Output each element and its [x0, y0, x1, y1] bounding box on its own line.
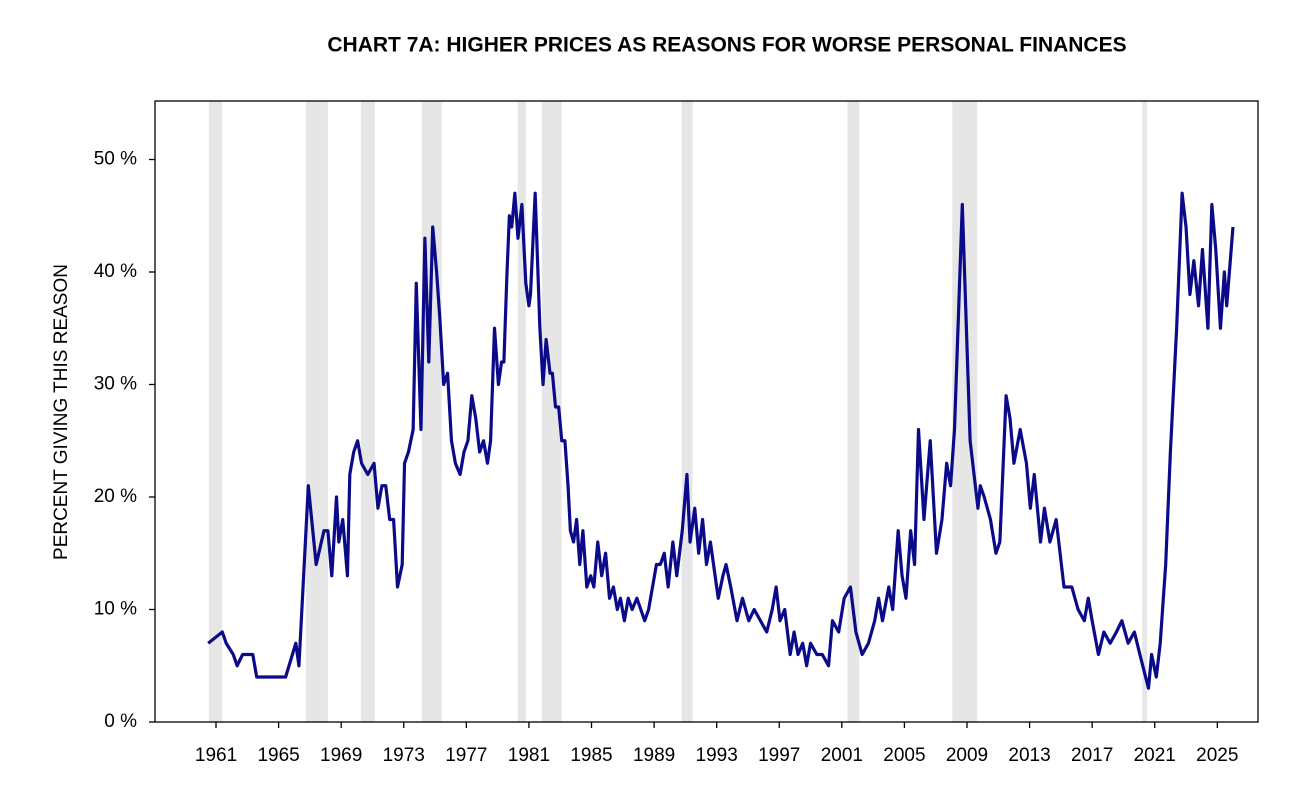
x-tick-label: 2025 [1196, 745, 1238, 766]
recession-band [360, 101, 375, 722]
chart-title: CHART 7A: HIGHER PRICES AS REASONS FOR W… [327, 34, 1126, 57]
y-tick-label: 10 % [94, 599, 137, 620]
x-tick-label: 1977 [445, 745, 487, 766]
recession-band [305, 101, 328, 722]
x-tick-label: 2017 [1071, 745, 1113, 766]
x-tick-label: 1985 [570, 745, 612, 766]
y-tick-label: 30 % [94, 374, 137, 395]
data-line [207, 191, 1235, 690]
x-tick-label: 1989 [633, 745, 675, 766]
y-tick-label: 40 % [94, 261, 137, 282]
x-tick-label: 1973 [383, 745, 425, 766]
recession-band [421, 101, 442, 722]
x-tick-label: 2013 [1008, 745, 1050, 766]
recession-band [847, 101, 860, 722]
x-tick-label: 1961 [195, 745, 237, 766]
y-tick-label: 0 % [104, 711, 137, 732]
recession-band [1142, 101, 1148, 722]
y-axis-label: PERCENT GIVING THIS REASON [51, 264, 72, 560]
y-tick-label: 50 % [94, 149, 137, 170]
x-tick-label: 2009 [946, 745, 988, 766]
x-tick-label: 2001 [821, 745, 863, 766]
recession-band [541, 101, 562, 722]
recession-band [517, 101, 526, 722]
plot-frame [154, 100, 1259, 723]
x-tick-label: 1993 [696, 745, 738, 766]
x-tick-label: 1997 [758, 745, 800, 766]
y-tick-label: 20 % [94, 486, 137, 507]
x-tick-label: 1981 [508, 745, 550, 766]
recession-band [681, 101, 693, 722]
x-tick-label: 1965 [257, 745, 299, 766]
recession-band [208, 101, 222, 722]
x-tick-label: 2005 [883, 745, 925, 766]
x-tick-label: 2021 [1134, 745, 1176, 766]
x-tick-label: 1969 [320, 745, 362, 766]
